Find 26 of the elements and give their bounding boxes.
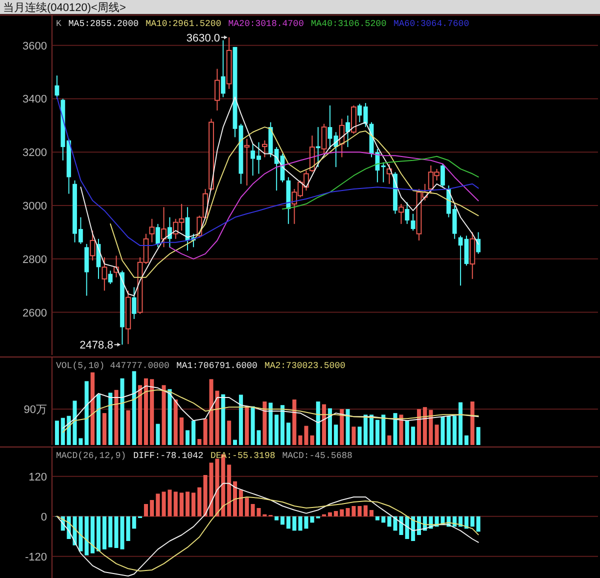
text: DEA:-55.3198 bbox=[210, 451, 276, 461]
text: MA10:2961.5200 bbox=[146, 19, 222, 29]
y-tick-label: 3600 bbox=[22, 40, 47, 52]
y-tick-label: 2600 bbox=[22, 307, 47, 320]
text: MA2:730023.5000 bbox=[264, 361, 346, 371]
chart-title: 当月连续(040120)<周线> bbox=[3, 1, 126, 14]
text: MA1:706791.6000 bbox=[176, 361, 258, 371]
text: MA60:3064.7600 bbox=[394, 19, 470, 29]
annotation: VOL(5,10) 447777.0000 bbox=[56, 361, 170, 371]
y-tick-label: -120 bbox=[24, 551, 47, 564]
y-tick-label: 90万 bbox=[24, 404, 47, 416]
y-tick-label: 120 bbox=[28, 471, 47, 484]
y-tick-label: 3400 bbox=[22, 94, 47, 106]
annotation: 2478.8 bbox=[80, 340, 114, 352]
text: MA40:3106.5200 bbox=[310, 19, 386, 29]
annotation: K bbox=[56, 19, 62, 29]
annotation: MACD(26,12,9) bbox=[56, 451, 126, 461]
y-tick-label: 3200 bbox=[22, 147, 47, 160]
y-tick-label: 3000 bbox=[22, 200, 47, 213]
annotation: 3630.0 bbox=[186, 32, 220, 44]
y-tick-label: 2800 bbox=[22, 254, 47, 266]
annotation: MACD:-45.5688 bbox=[282, 451, 352, 461]
text: MA20:3018.4700 bbox=[228, 19, 304, 29]
text: DIFF:-78.1042 bbox=[133, 451, 204, 461]
text: MA5:2855.2000 bbox=[68, 19, 139, 29]
y-tick-label: 0 bbox=[40, 511, 47, 524]
